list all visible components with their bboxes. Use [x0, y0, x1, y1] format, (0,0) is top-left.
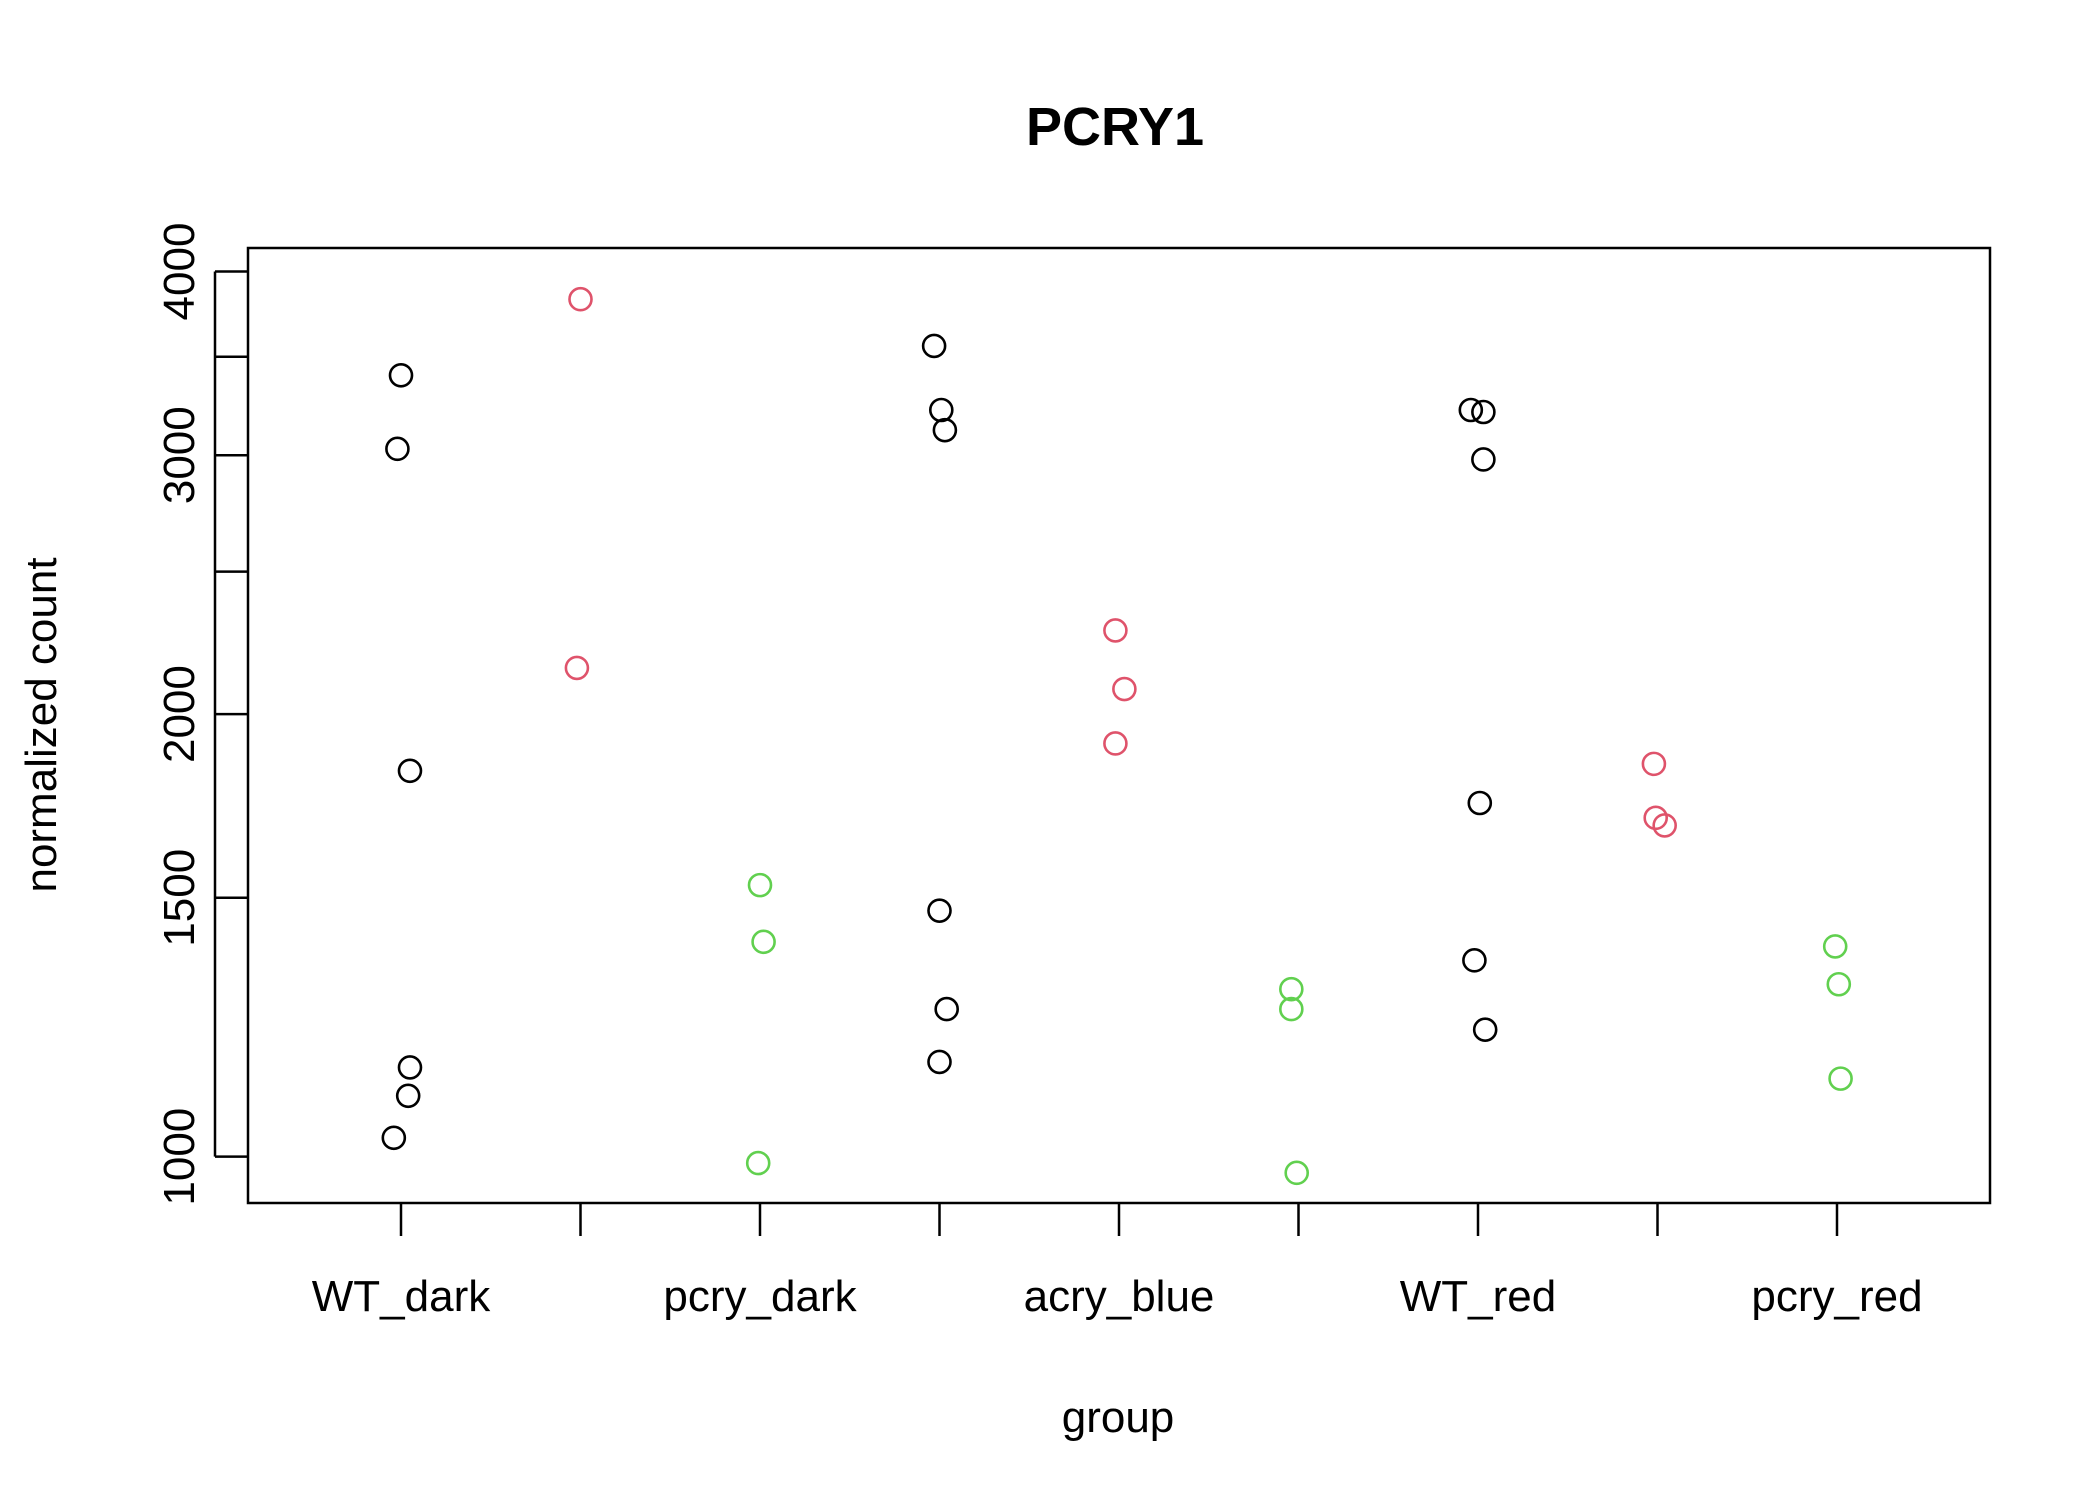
data-point: [1643, 805, 1669, 831]
data-point: [927, 1049, 952, 1075]
x-axis-label: group: [1062, 1393, 1175, 1442]
data-point: [1471, 399, 1496, 425]
data-point: [747, 872, 773, 898]
data-point: [928, 397, 954, 423]
data-point: [397, 758, 423, 784]
data-point: [564, 655, 590, 681]
y-tick-label: 3000: [155, 406, 204, 504]
data-point: [745, 1150, 771, 1176]
data-point: [921, 333, 947, 359]
x-axis: WT_dark pcry_dark acry_blue WT_red pcry_red: [312, 1203, 1923, 1321]
x-tick-label: acry_blue: [1024, 1272, 1215, 1321]
plot-area-box: [246, 246, 1992, 1205]
data-point: [1458, 397, 1484, 423]
data-point: [388, 362, 414, 388]
y-tick-label: 1000: [155, 1108, 204, 1206]
data-point: [751, 929, 776, 955]
x-tick-label: WT_red: [1400, 1272, 1556, 1321]
data-point: [1472, 1017, 1498, 1042]
data-point: [397, 1055, 423, 1080]
data-point: [932, 417, 958, 443]
data-point: [1284, 1160, 1310, 1186]
data-point: [1103, 731, 1128, 756]
data-point: [1641, 751, 1667, 777]
y-tick-label: 2000: [155, 665, 204, 763]
data-point: [1828, 1066, 1853, 1091]
data-point: [1279, 996, 1304, 1022]
data-points: [381, 286, 1853, 1186]
data-point: [1112, 676, 1137, 702]
x-tick-label: pcry_red: [1751, 1272, 1922, 1321]
x-tick-label: WT_dark: [312, 1272, 491, 1321]
data-point: [1462, 948, 1487, 973]
data-point: [927, 898, 952, 923]
chart-title: PCRY1: [1026, 97, 1204, 157]
data-point: [934, 996, 959, 1022]
y-tick-label: 4000: [155, 223, 204, 321]
data-point: [1822, 934, 1848, 959]
data-point: [1826, 971, 1852, 997]
data-point: [1652, 813, 1677, 838]
y-axis: 1000 1500 2000 3000 4000: [155, 223, 248, 1206]
data-point: [568, 286, 593, 312]
data-point: [1471, 447, 1496, 472]
x-tick-label: pcry_dark: [663, 1272, 857, 1321]
y-axis-label: normalized count: [17, 557, 66, 892]
data-point: [385, 436, 410, 462]
data-point: [1103, 618, 1128, 643]
data-point: [1467, 790, 1493, 816]
data-point: [395, 1083, 421, 1109]
y-tick-label: 1500: [155, 849, 204, 947]
data-point: [1279, 976, 1304, 1002]
data-point: [381, 1125, 407, 1151]
